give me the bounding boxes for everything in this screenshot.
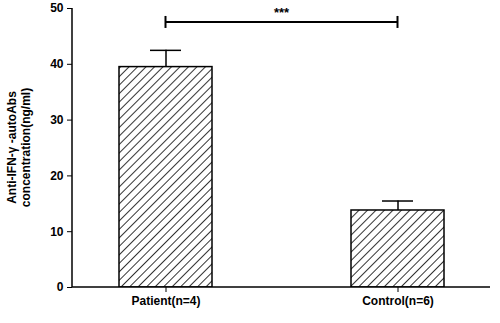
svg-text:50: 50	[50, 1, 64, 15]
svg-text:***: ***	[274, 5, 290, 20]
svg-text:0: 0	[57, 280, 64, 294]
svg-text:10: 10	[50, 225, 64, 239]
svg-text:30: 30	[50, 113, 64, 127]
svg-text:Control(n=6): Control(n=6)	[362, 294, 434, 308]
svg-text:20: 20	[50, 169, 64, 183]
svg-text:40: 40	[50, 57, 64, 71]
svg-text:Patient(n=4): Patient(n=4)	[131, 294, 200, 308]
svg-text:Anti-IFN-γ -autoAbsconcentrati: Anti-IFN-γ -autoAbsconcentration(ng/ml)	[5, 88, 33, 207]
